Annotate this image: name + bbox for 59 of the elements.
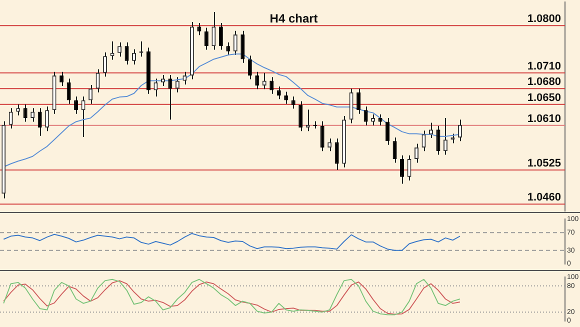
- candlestick: [226, 42, 230, 56]
- candlestick: [45, 106, 50, 132]
- candlestick: [233, 30, 238, 56]
- candlestick: [291, 96, 296, 110]
- candlestick: [436, 125, 440, 156]
- candlestick: [74, 96, 78, 114]
- candlestick: [103, 52, 108, 78]
- candlestick: [23, 104, 28, 122]
- ref-line-label: 1.0460: [527, 192, 561, 204]
- candlestick: [429, 122, 433, 139]
- ref-line-label: 1.0525: [527, 158, 561, 170]
- ref-line-label: 1.0650: [527, 92, 561, 104]
- ref-line-label: 1.0680: [527, 76, 561, 88]
- ref-line-label: 1.0800: [527, 13, 561, 26]
- candlestick: [38, 108, 42, 136]
- candlestick: [400, 154, 404, 184]
- candlestick: [356, 88, 361, 114]
- candlestick: [66, 78, 71, 104]
- ref-line-label: 1.0710: [527, 60, 561, 72]
- candlestick: [262, 72, 266, 90]
- candlestick: [124, 42, 129, 65]
- candlestick: [96, 68, 100, 93]
- candlestick: [276, 86, 281, 100]
- candlestick: [182, 71, 187, 85]
- candlestick: [298, 100, 303, 132]
- candlestick: [197, 22, 202, 36]
- candlestick: [204, 27, 208, 50]
- candlestick: [168, 74, 172, 120]
- candlestick: [386, 118, 390, 146]
- candlestick: [270, 76, 274, 94]
- candlestick: [248, 55, 252, 80]
- candlestick: [16, 104, 20, 116]
- candlestick: [118, 42, 122, 58]
- candlestick: [160, 74, 165, 87]
- candlestick: [458, 119, 462, 142]
- candlestick: [212, 11, 216, 50]
- candlestick: [407, 154, 412, 182]
- candlestick: [371, 114, 376, 126]
- ref-line-label: 1.0610: [527, 112, 561, 125]
- candlestick: [8, 108, 13, 130]
- candlestick: [328, 138, 332, 152]
- candlestick: [154, 78, 158, 98]
- candlestick: [218, 22, 223, 50]
- text: H4 chart: [270, 11, 318, 26]
- candlestick: [255, 71, 260, 90]
- candlestick: [81, 96, 86, 138]
- candlestick: [320, 120, 324, 152]
- candlestick: [378, 114, 382, 126]
- candlestick: [30, 108, 35, 122]
- candlestick: [414, 143, 418, 164]
- candlestick: [175, 76, 180, 93]
- candlestick: [60, 71, 64, 87]
- candlestick: [88, 84, 93, 104]
- candlestick: [443, 118, 448, 156]
- candlestick: [132, 48, 136, 65]
- candlestick: [284, 91, 288, 104]
- candlestick: [334, 138, 339, 171]
- candlestick: [392, 136, 397, 164]
- candlestick: [364, 106, 368, 126]
